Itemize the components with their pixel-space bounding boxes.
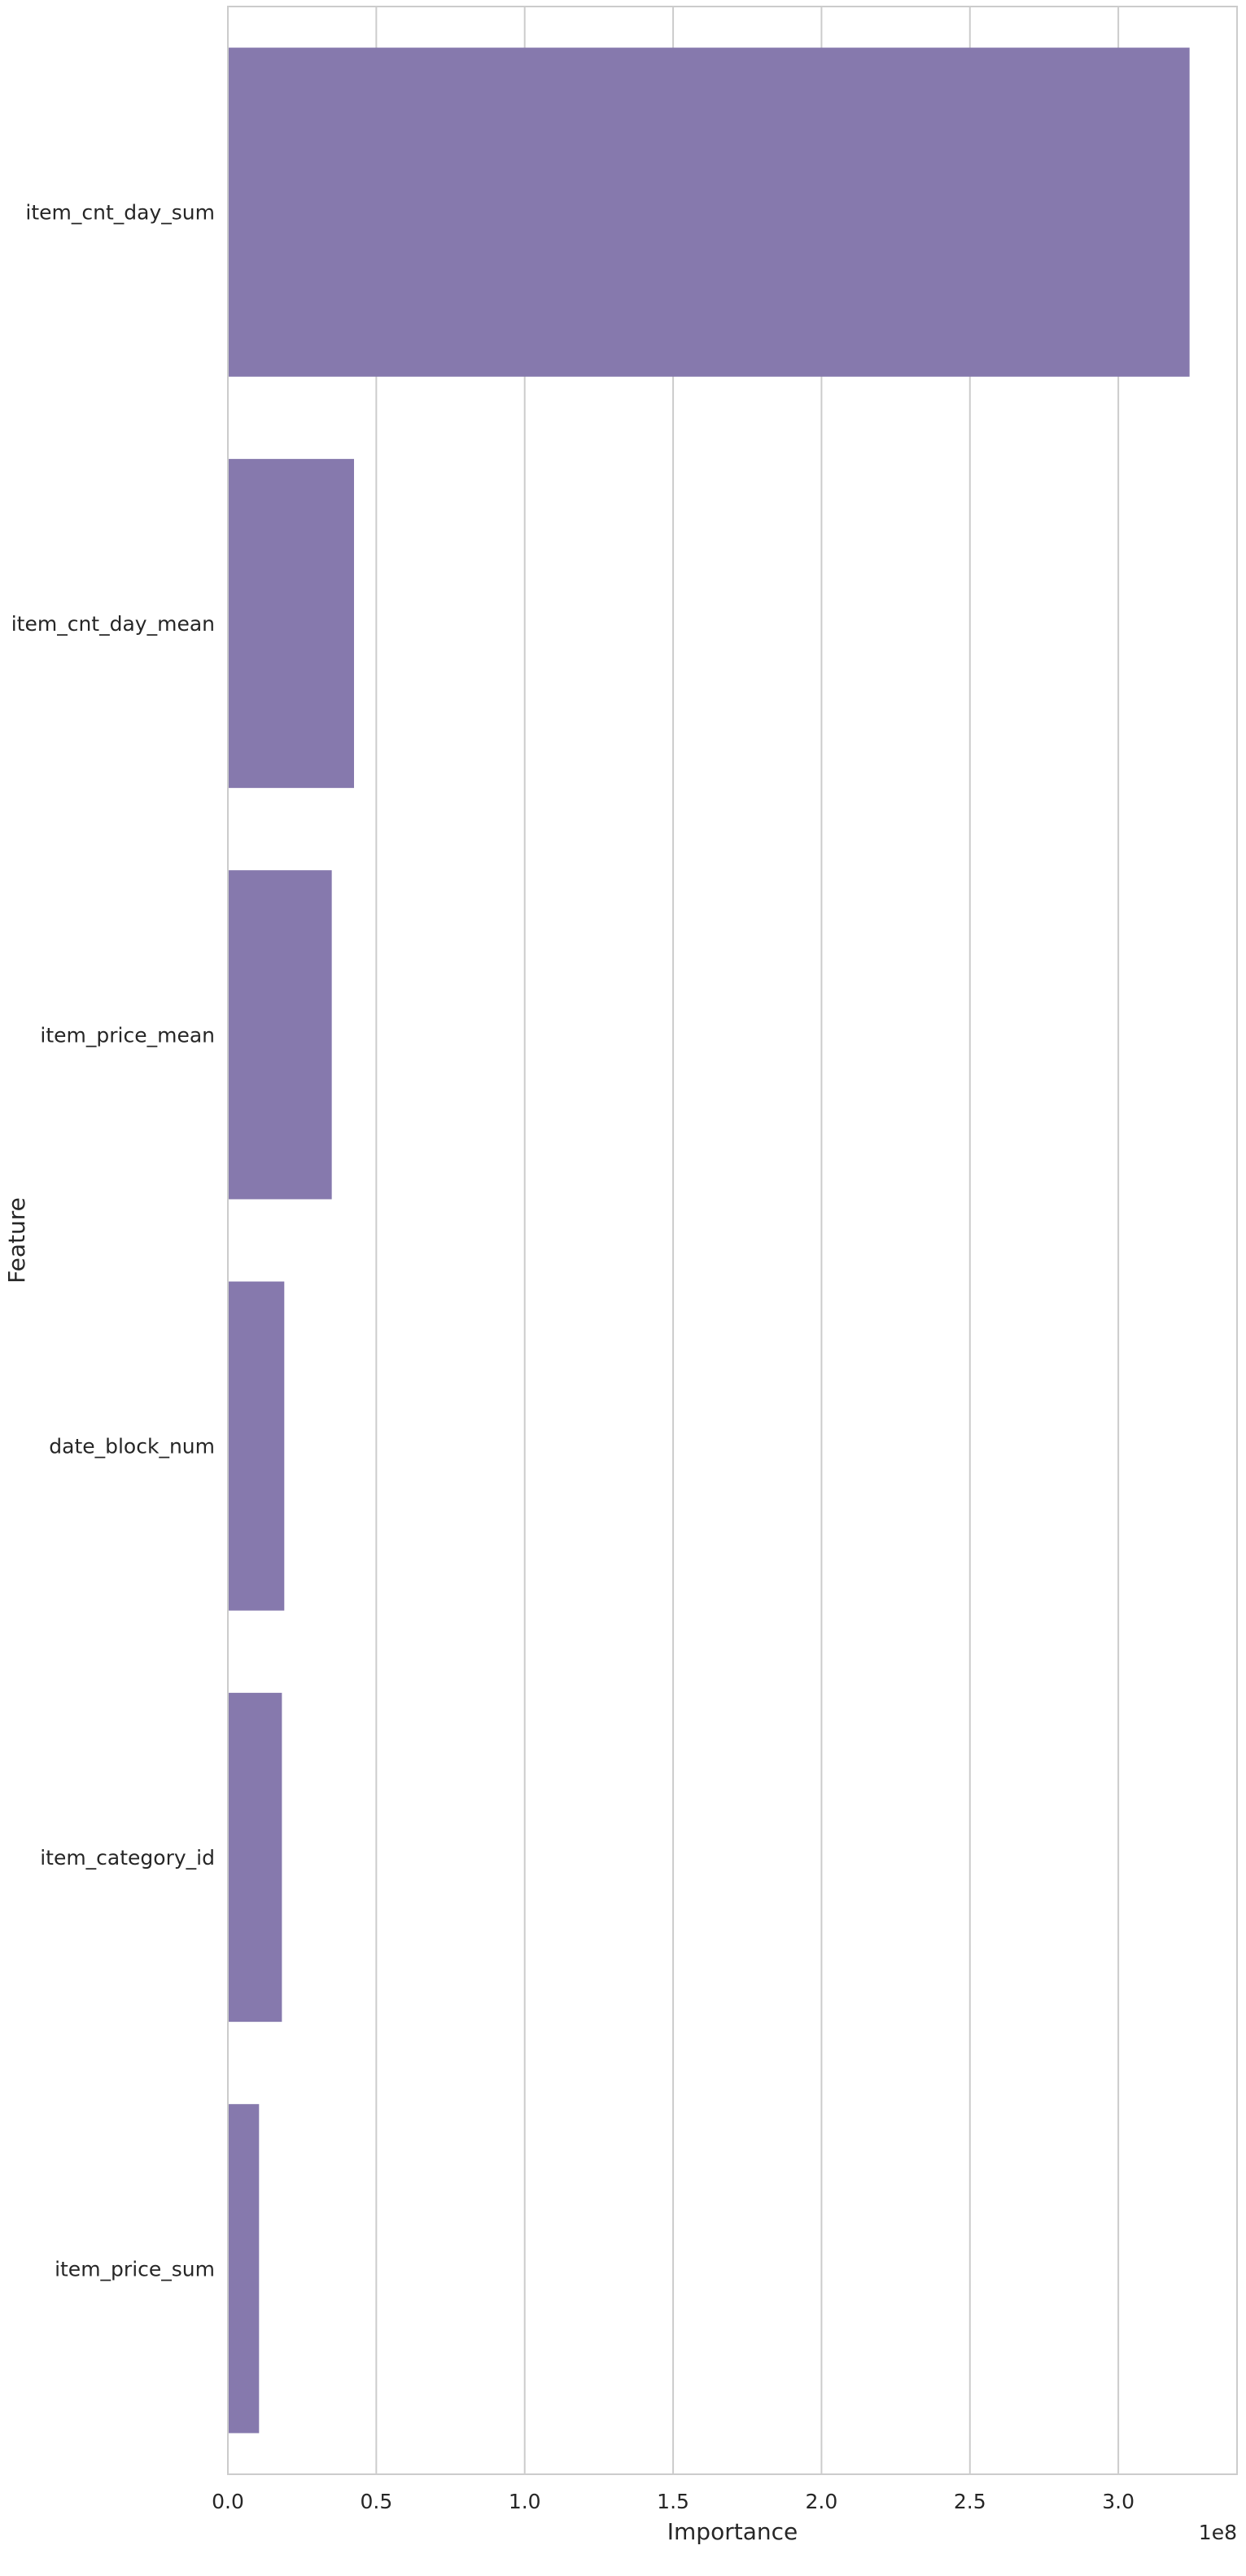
bar-item_price_sum: [228, 2104, 260, 2434]
bar-item_price_mean: [228, 870, 332, 1200]
y-tick-label: date_block_num: [49, 1435, 215, 1459]
y-axis-label: Feature: [3, 1197, 30, 1284]
x-tick-label: 1.5: [657, 2490, 689, 2513]
x-tick-label: 1.0: [509, 2490, 541, 2513]
bar-item_cnt_day_sum: [228, 47, 1190, 377]
x-tick-label: 2.5: [954, 2490, 986, 2513]
bar-date_block_num: [228, 1281, 285, 1611]
y-tick-label: item_category_id: [40, 1846, 215, 1870]
y-tick-label: item_price_mean: [40, 1023, 215, 1047]
y-tick-label: item_cnt_day_mean: [11, 612, 215, 636]
bars: [228, 47, 1190, 2434]
y-tick-label: item_price_sum: [55, 2257, 215, 2281]
x-tick-label: 2.0: [806, 2490, 838, 2513]
x-tick-label: 3.0: [1102, 2490, 1135, 2513]
x-tick-label: 0.5: [360, 2490, 392, 2513]
y-tick-labels: item_cnt_day_sum item_cnt_day_mean item_pr…: [11, 201, 215, 2281]
bar-item_cnt_day_mean: [228, 458, 354, 789]
x-axis-label: Importance: [667, 2518, 798, 2545]
x-tick-label: 0.0: [212, 2490, 244, 2513]
gridlines: [227, 7, 1120, 2474]
bar-item_category_id: [228, 1692, 282, 2023]
x-tick-labels: 0.0 0.5 1.0 1.5 2.0 2.5 3.0: [212, 2490, 1135, 2513]
y-tick-label: item_cnt_day_sum: [25, 201, 215, 225]
plot-frame: [227, 6, 1238, 2475]
x-axis-offset-label: 1e8: [1199, 2521, 1237, 2544]
